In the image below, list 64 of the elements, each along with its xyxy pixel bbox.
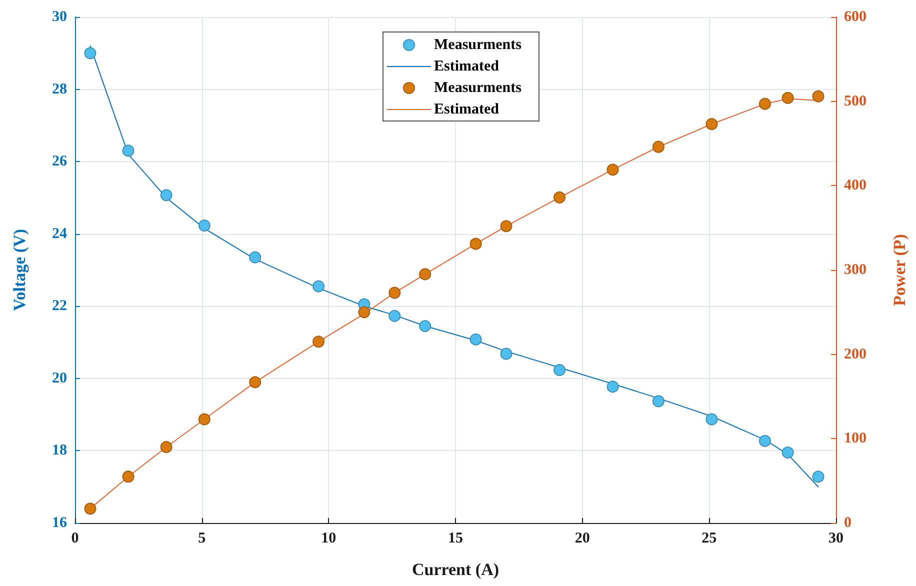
point [84, 502, 96, 515]
point [84, 47, 96, 60]
point [812, 90, 824, 102]
x-tick-label: 15 [448, 530, 463, 546]
legend-label: Estimated [434, 58, 500, 74]
y-tick-label: 20 [52, 370, 67, 386]
point [312, 280, 325, 292]
y-tick-label: 24 [52, 226, 68, 242]
point [198, 413, 210, 426]
y-tick-label: 26 [52, 154, 68, 170]
y2-tick-label: 200 [844, 346, 866, 362]
x-tick-label: 25 [702, 530, 717, 546]
point [812, 470, 824, 483]
point [122, 470, 134, 483]
y2-axis-title: Power (P) [890, 234, 909, 306]
x-tick-label: 5 [198, 530, 206, 546]
point [358, 306, 370, 318]
x-tick-label: 10 [321, 530, 336, 546]
point [122, 144, 134, 157]
point [652, 395, 664, 408]
point [249, 376, 262, 388]
point [160, 189, 172, 202]
point [606, 380, 619, 393]
point [652, 140, 664, 153]
point [500, 220, 512, 232]
y-tick-label: 18 [52, 442, 67, 459]
y2-tick-label: 0 [844, 515, 852, 531]
x-axis-title: Current (A) [412, 560, 500, 579]
point [198, 220, 210, 232]
y-tick-label: 16 [52, 515, 68, 531]
point [554, 191, 566, 204]
y-tick-label: 30 [52, 9, 67, 25]
point [419, 320, 432, 332]
x-tick-label: 0 [71, 530, 79, 546]
legend-label: Estimated [434, 102, 500, 118]
y2-tick-label: 600 [844, 9, 866, 25]
y-tick-label: 28 [52, 81, 67, 98]
y-axis-title: Voltage (V) [10, 229, 29, 311]
point [782, 446, 794, 459]
x-tick-label: 20 [574, 530, 590, 546]
point [606, 164, 619, 176]
legend-label: Measurments [434, 37, 522, 53]
point [470, 333, 482, 346]
y2-tick-label: 400 [844, 178, 866, 194]
point [388, 310, 401, 322]
point [706, 118, 718, 130]
point [160, 441, 172, 454]
point [554, 364, 566, 376]
point [758, 434, 771, 447]
point [500, 348, 512, 360]
point [249, 251, 262, 264]
point [419, 268, 432, 280]
y2-tick-label: 300 [844, 262, 866, 278]
point [388, 286, 401, 299]
point [782, 92, 794, 104]
point [706, 413, 718, 426]
y2-tick-label: 100 [844, 430, 866, 447]
point [758, 98, 771, 110]
point [470, 238, 482, 250]
y2-tick-label: 500 [844, 93, 866, 110]
x-tick-label: 30 [828, 530, 844, 546]
point [312, 336, 325, 348]
legend-label: Measurments [434, 80, 522, 96]
y-tick-label: 22 [52, 298, 67, 314]
